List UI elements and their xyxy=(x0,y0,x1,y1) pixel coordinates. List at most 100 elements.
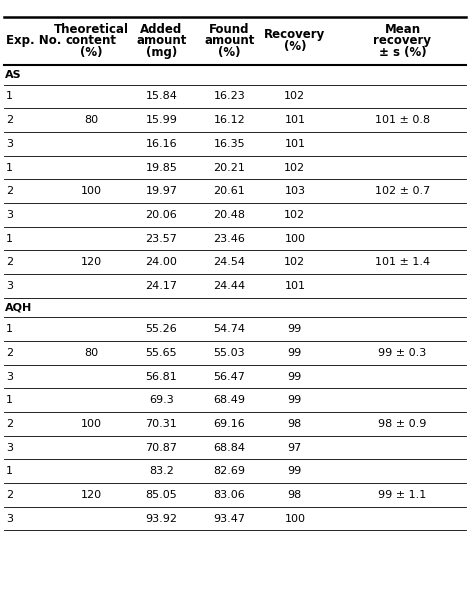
Text: 100: 100 xyxy=(81,186,102,196)
Text: 15.84: 15.84 xyxy=(146,92,177,101)
Text: 80: 80 xyxy=(84,348,98,358)
Text: 93.92: 93.92 xyxy=(146,514,177,523)
Text: 1: 1 xyxy=(6,324,13,334)
Text: 16.35: 16.35 xyxy=(213,139,245,149)
Text: 3: 3 xyxy=(6,281,13,291)
Text: 24.17: 24.17 xyxy=(146,281,177,291)
Text: 97: 97 xyxy=(288,443,302,452)
Text: 23.46: 23.46 xyxy=(213,234,245,243)
Text: 70.87: 70.87 xyxy=(146,443,177,452)
Text: 20.48: 20.48 xyxy=(213,210,245,220)
Text: ± s (%): ± s (%) xyxy=(379,46,426,59)
Text: 69.3: 69.3 xyxy=(149,395,174,405)
Text: 70.31: 70.31 xyxy=(146,419,177,429)
Text: 2: 2 xyxy=(6,115,13,125)
Text: 99: 99 xyxy=(288,348,302,358)
Text: 16.12: 16.12 xyxy=(213,115,245,125)
Text: recovery: recovery xyxy=(373,34,431,47)
Text: 2: 2 xyxy=(6,419,13,429)
Text: 83.2: 83.2 xyxy=(149,466,174,476)
Text: amount: amount xyxy=(136,34,187,47)
Text: 55.03: 55.03 xyxy=(213,348,245,358)
Text: 15.99: 15.99 xyxy=(146,115,177,125)
Text: 99: 99 xyxy=(288,324,302,334)
Text: 20.61: 20.61 xyxy=(213,186,245,196)
Text: 3: 3 xyxy=(6,210,13,220)
Text: content: content xyxy=(66,34,117,47)
Text: 55.26: 55.26 xyxy=(146,324,177,334)
Text: AS: AS xyxy=(5,70,22,80)
Text: 93.47: 93.47 xyxy=(213,514,245,523)
Text: 101: 101 xyxy=(285,281,305,291)
Text: 102 ± 0.7: 102 ± 0.7 xyxy=(375,186,430,196)
Text: 24.00: 24.00 xyxy=(146,258,177,267)
Text: 102: 102 xyxy=(284,258,306,267)
Text: 20.06: 20.06 xyxy=(146,210,177,220)
Text: 1: 1 xyxy=(6,395,13,405)
Text: 100: 100 xyxy=(285,514,305,523)
Text: Added: Added xyxy=(140,22,183,36)
Text: 99 ± 1.1: 99 ± 1.1 xyxy=(378,490,427,500)
Text: 54.74: 54.74 xyxy=(213,324,245,334)
Text: 102: 102 xyxy=(284,210,306,220)
Text: amount: amount xyxy=(204,34,255,47)
Text: 1: 1 xyxy=(6,163,13,172)
Text: 99: 99 xyxy=(288,395,302,405)
Text: 3: 3 xyxy=(6,139,13,149)
Text: 19.97: 19.97 xyxy=(146,186,177,196)
Text: 20.21: 20.21 xyxy=(213,163,245,172)
Text: 101: 101 xyxy=(285,139,305,149)
Text: 80: 80 xyxy=(84,115,98,125)
Text: 103: 103 xyxy=(285,186,305,196)
Text: Mean: Mean xyxy=(384,22,421,36)
Text: 101 ± 0.8: 101 ± 0.8 xyxy=(375,115,430,125)
Text: Found: Found xyxy=(209,22,249,36)
Text: 69.16: 69.16 xyxy=(213,419,245,429)
Text: 1: 1 xyxy=(6,92,13,101)
Text: (mg): (mg) xyxy=(146,46,177,59)
Text: 55.65: 55.65 xyxy=(146,348,177,358)
Text: 98: 98 xyxy=(288,490,302,500)
Text: 1: 1 xyxy=(6,466,13,476)
Text: 2: 2 xyxy=(6,348,13,358)
Text: 99: 99 xyxy=(288,372,302,381)
Text: 83.06: 83.06 xyxy=(213,490,245,500)
Text: 99 ± 0.3: 99 ± 0.3 xyxy=(378,348,427,358)
Text: 3: 3 xyxy=(6,372,13,381)
Text: 100: 100 xyxy=(81,419,102,429)
Text: Recovery: Recovery xyxy=(264,28,325,41)
Text: 24.44: 24.44 xyxy=(213,281,245,291)
Text: 102: 102 xyxy=(284,92,306,101)
Text: 85.05: 85.05 xyxy=(146,490,177,500)
Text: 2: 2 xyxy=(6,258,13,267)
Text: (%): (%) xyxy=(80,46,102,59)
Text: 100: 100 xyxy=(285,234,305,243)
Text: 99: 99 xyxy=(288,466,302,476)
Text: 101: 101 xyxy=(285,115,305,125)
Text: 120: 120 xyxy=(80,258,102,267)
Text: (%): (%) xyxy=(218,46,241,59)
Text: 98: 98 xyxy=(288,419,302,429)
Text: 2: 2 xyxy=(6,490,13,500)
Text: 3: 3 xyxy=(6,443,13,452)
Text: Theoretical: Theoretical xyxy=(54,22,129,36)
Text: 102: 102 xyxy=(284,163,306,172)
Text: 82.69: 82.69 xyxy=(213,466,245,476)
Text: (%): (%) xyxy=(284,40,306,53)
Text: Exp. No.: Exp. No. xyxy=(6,34,61,47)
Text: 120: 120 xyxy=(80,490,102,500)
Text: 56.81: 56.81 xyxy=(146,372,177,381)
Text: 16.23: 16.23 xyxy=(213,92,245,101)
Text: 1: 1 xyxy=(6,234,13,243)
Text: AQH: AQH xyxy=(5,303,32,313)
Text: 68.84: 68.84 xyxy=(213,443,245,452)
Text: 2: 2 xyxy=(6,186,13,196)
Text: 19.85: 19.85 xyxy=(146,163,177,172)
Text: 56.47: 56.47 xyxy=(213,372,245,381)
Text: 101 ± 1.4: 101 ± 1.4 xyxy=(375,258,430,267)
Text: 24.54: 24.54 xyxy=(213,258,245,267)
Text: 98 ± 0.9: 98 ± 0.9 xyxy=(378,419,427,429)
Text: 68.49: 68.49 xyxy=(213,395,245,405)
Text: 3: 3 xyxy=(6,514,13,523)
Text: 23.57: 23.57 xyxy=(146,234,177,243)
